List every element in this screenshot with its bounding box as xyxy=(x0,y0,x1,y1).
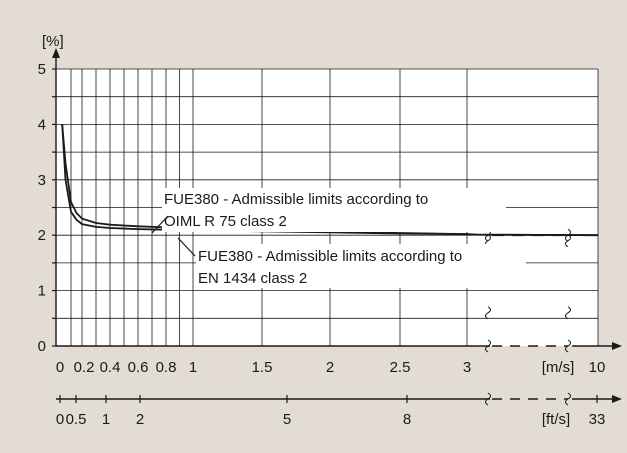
annotation-en1434-leader xyxy=(177,237,196,257)
annotation-en1434-line2: EN 1434 class 2 xyxy=(198,270,307,287)
x2-unit-label: [ft/s] xyxy=(542,411,570,428)
x-axis-arrow xyxy=(612,342,622,350)
y-tick-label: 5 xyxy=(38,61,46,78)
annotation-oiml-line2: OIML R 75 class 2 xyxy=(164,213,287,230)
x-tick-label: 10 xyxy=(589,359,606,376)
x2-tick-label: 2 xyxy=(136,411,144,428)
x-tick-label: 1 xyxy=(189,359,197,376)
series-group xyxy=(61,124,599,237)
series-line-en1434 xyxy=(61,124,599,237)
y-tick-label: 2 xyxy=(38,227,46,244)
annotation-oiml-line1: FUE380 - Admissible limits according to xyxy=(164,191,428,208)
x2-tick-label: 1 xyxy=(102,411,110,428)
x-tick-label: 1.5 xyxy=(252,359,273,376)
x2-tick-label: 0 xyxy=(56,411,64,428)
x2-tick-label: 0.5 xyxy=(66,411,87,428)
y-tick-label: 0 xyxy=(38,338,46,355)
x2-axis-arrow xyxy=(612,395,622,403)
y-axis-arrow xyxy=(52,48,60,58)
annotation-en1434: FUE380 - Admissible limits according to … xyxy=(177,237,526,288)
x-unit-label: [m/s] xyxy=(542,359,575,376)
y-axis-label: [%] xyxy=(42,33,64,50)
x-tick-label: 3 xyxy=(463,359,471,376)
y-tick-label: 4 xyxy=(38,116,46,133)
annotation-oiml: FUE380 - Admissible limits according to … xyxy=(151,188,506,234)
x-tick-label: 0.6 xyxy=(128,359,149,376)
annotation-en1434-line1: FUE380 - Admissible limits according to xyxy=(198,248,462,265)
break-mark xyxy=(565,306,571,320)
y-tick-label: 3 xyxy=(38,172,46,189)
axes xyxy=(52,48,622,403)
x-tick-label: 0 xyxy=(56,359,64,376)
x-tick-label: 0.4 xyxy=(100,359,121,376)
x2-tick-label: 8 xyxy=(403,411,411,428)
annotation-oiml-leader xyxy=(151,215,169,234)
break-mark xyxy=(485,306,491,320)
x-tick-label: 2 xyxy=(326,359,334,376)
break-mark xyxy=(565,234,571,248)
x2-tick-label: 5 xyxy=(283,411,291,428)
x-tick-label: 0.2 xyxy=(74,359,95,376)
x-tick-label: 2.5 xyxy=(390,359,411,376)
y-tick-label: 1 xyxy=(38,283,46,300)
x-tick-label: 0.8 xyxy=(156,359,177,376)
x2-tick-label: 33 xyxy=(589,411,606,428)
